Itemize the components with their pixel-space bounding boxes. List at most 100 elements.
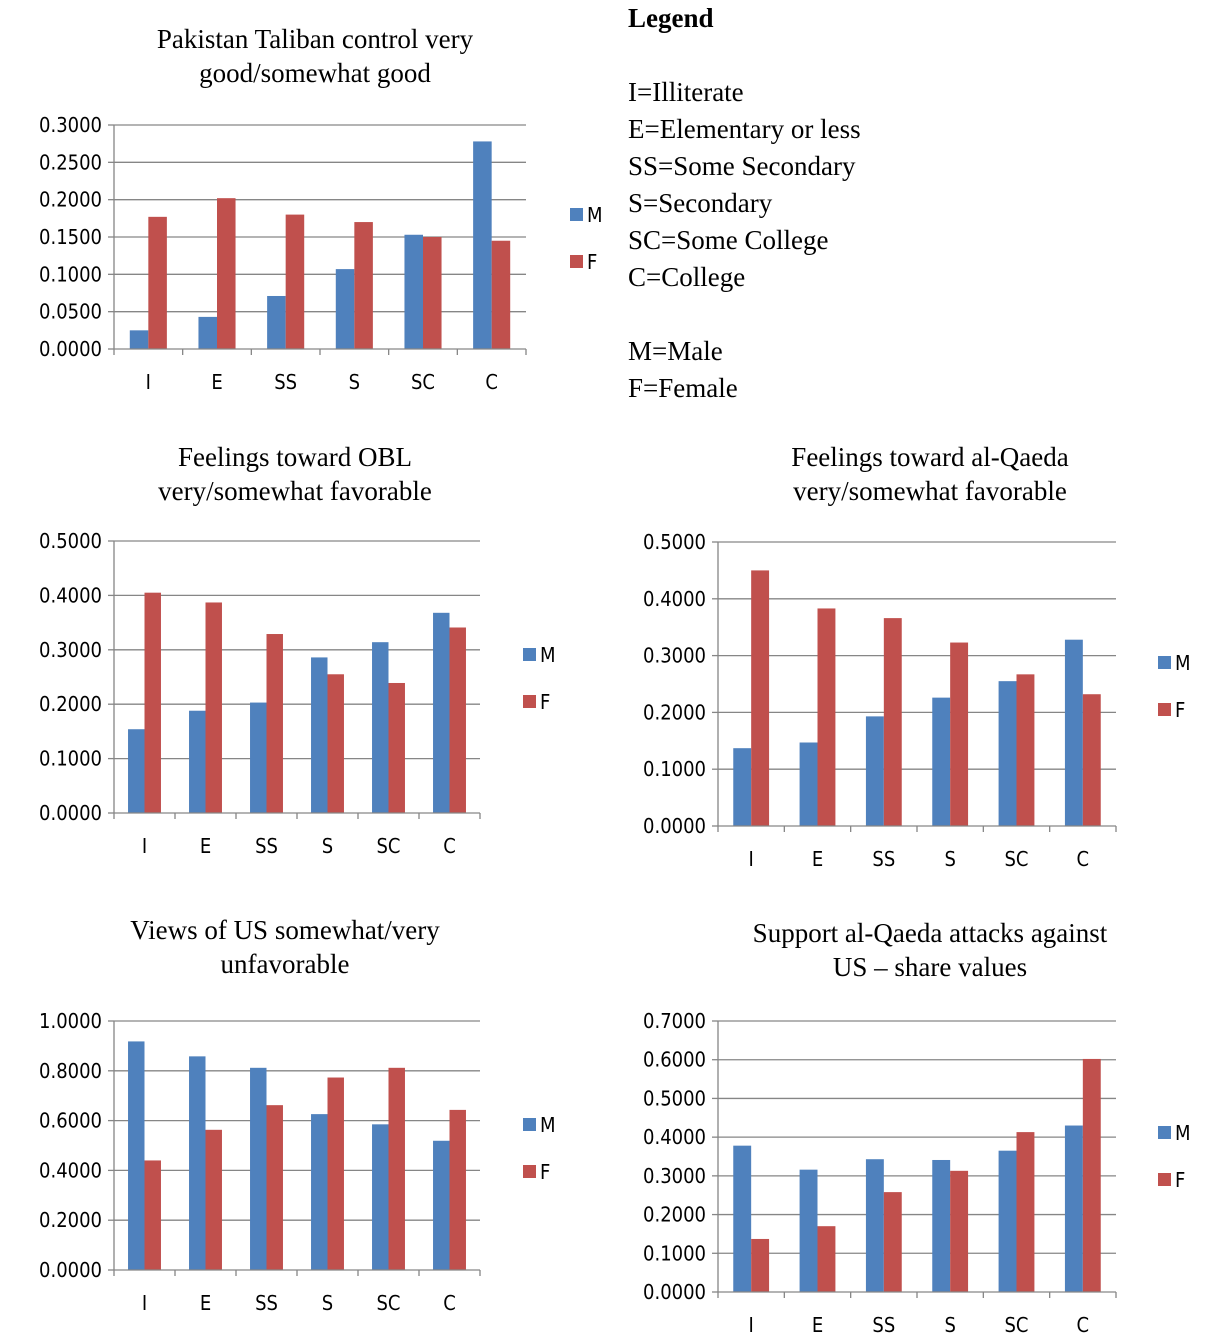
bar-m	[311, 657, 328, 813]
y-tick-label: 0.5000	[643, 1086, 706, 1110]
x-tick-label: C	[1077, 1313, 1090, 1336]
x-tick-label: E	[812, 847, 823, 871]
bar-f	[354, 222, 373, 349]
bar-f	[1082, 694, 1101, 826]
legend-label: M	[540, 643, 556, 667]
bar-f	[1016, 1132, 1035, 1292]
legend-line: F=Female	[628, 373, 738, 403]
bar-f	[883, 1192, 902, 1292]
bar-m	[799, 1169, 818, 1292]
x-tick-label: SC	[377, 1291, 401, 1315]
bar-f	[1082, 1058, 1101, 1292]
y-tick-label: 0.0000	[39, 337, 102, 361]
legend-label: M	[1175, 1121, 1191, 1145]
bar-f	[217, 198, 236, 349]
legend-swatch	[570, 255, 583, 268]
chart-title: Pakistan Taliban control very good/somew…	[156, 24, 474, 88]
chart-plot: 0.0000 0.1000 0.2000 0.3000 0.4000 0.5000 0.60…	[643, 1009, 1191, 1336]
y-tick-label: 0.1500	[39, 225, 102, 249]
bar-f	[751, 1238, 770, 1292]
legend-box: Legend I=Illiterate E=Elementary or less…	[628, 0, 988, 407]
bar-f	[327, 1077, 344, 1270]
y-tick-label: 0.3000	[643, 644, 706, 668]
chart-title: Feelings toward al-Qaeda very/somewhat f…	[791, 442, 1069, 506]
legend-line: M=Male	[628, 336, 723, 366]
x-tick-label: S	[322, 834, 333, 858]
chart-title: Views of US somewhat/very unfavorable	[130, 915, 440, 979]
bar-f	[144, 592, 161, 813]
y-tick-label: 0.4000	[643, 1125, 706, 1149]
legend-label: F	[587, 250, 597, 274]
y-tick-label: 0.7000	[643, 1009, 706, 1033]
bar-f	[285, 214, 305, 349]
bar-m	[311, 1114, 328, 1270]
y-tick-label: 0.1000	[39, 747, 102, 771]
x-tick-label: SS	[255, 834, 278, 858]
bar-f	[205, 602, 222, 813]
legend-label: M	[1175, 651, 1191, 675]
y-tick-label: 0.1000	[643, 1241, 706, 1265]
bar-f	[950, 642, 969, 826]
bar-f	[751, 570, 770, 826]
legend-swatch	[523, 695, 536, 708]
y-tick-label: 0.2000	[39, 1208, 102, 1232]
y-tick-label: 0.2000	[643, 1203, 706, 1227]
bar-f	[388, 682, 405, 813]
x-tick-label: E	[200, 834, 211, 858]
x-tick-label: SS	[872, 847, 895, 871]
x-tick-label: SS	[872, 1313, 895, 1336]
x-tick-label: E	[812, 1313, 823, 1336]
bar-f	[327, 674, 344, 813]
y-tick-label: 0.2000	[39, 188, 102, 212]
bar-m	[189, 710, 206, 813]
bar-f	[449, 627, 466, 813]
bar-m	[932, 697, 951, 826]
bar-m	[733, 1145, 752, 1292]
x-tick-label: I	[142, 834, 147, 858]
y-tick-label: 0.3000	[39, 638, 102, 662]
bar-m	[128, 729, 145, 813]
y-tick-label: 0.5000	[643, 530, 706, 554]
legend-swatch	[570, 208, 583, 221]
x-tick-label: SC	[1005, 1313, 1029, 1336]
x-tick-label: I	[146, 370, 151, 394]
y-tick-label: 0.0500	[39, 300, 102, 324]
bar-f	[817, 1226, 836, 1292]
legend-line: C=College	[628, 262, 746, 292]
bar-m	[250, 702, 267, 813]
y-tick-label: 0.2500	[39, 150, 102, 174]
bar-m	[1064, 1125, 1083, 1292]
y-tick-label: 0.6000	[643, 1048, 706, 1072]
legend-line: SS=Some Secondary	[628, 151, 856, 181]
y-tick-label: 0.4000	[643, 587, 706, 611]
legend-label: F	[1175, 1168, 1185, 1192]
legend-label: M	[587, 203, 603, 227]
x-tick-label: C	[443, 1291, 456, 1315]
y-tick-label: 0.0000	[643, 814, 706, 838]
x-tick-label: SC	[1005, 847, 1029, 871]
legend-heading: Legend	[628, 3, 714, 33]
x-tick-label: C	[1077, 847, 1090, 871]
y-tick-label: 0.5000	[39, 529, 102, 553]
x-tick-label: S	[944, 847, 955, 871]
chart-title: Support al-Qaeda attacks against US – sh…	[752, 918, 1108, 982]
y-tick-label: 0.2000	[643, 700, 706, 724]
x-tick-label: SC	[377, 834, 401, 858]
legend-label: F	[540, 690, 550, 714]
legend-label: F	[1175, 698, 1185, 722]
x-tick-label: C	[485, 370, 498, 394]
bar-f	[817, 608, 836, 826]
legend-swatch	[1158, 1173, 1171, 1186]
x-tick-label: S	[349, 370, 360, 394]
x-tick-label: I	[142, 1291, 147, 1315]
legend-swatch	[523, 1118, 536, 1131]
bar-m	[733, 748, 752, 826]
bar-m	[404, 234, 423, 349]
y-tick-label: 0.2000	[39, 692, 102, 716]
legend-swatch	[523, 1165, 536, 1178]
x-tick-label: E	[200, 1291, 211, 1315]
bar-m	[865, 1159, 884, 1292]
bar-f	[205, 1129, 222, 1270]
